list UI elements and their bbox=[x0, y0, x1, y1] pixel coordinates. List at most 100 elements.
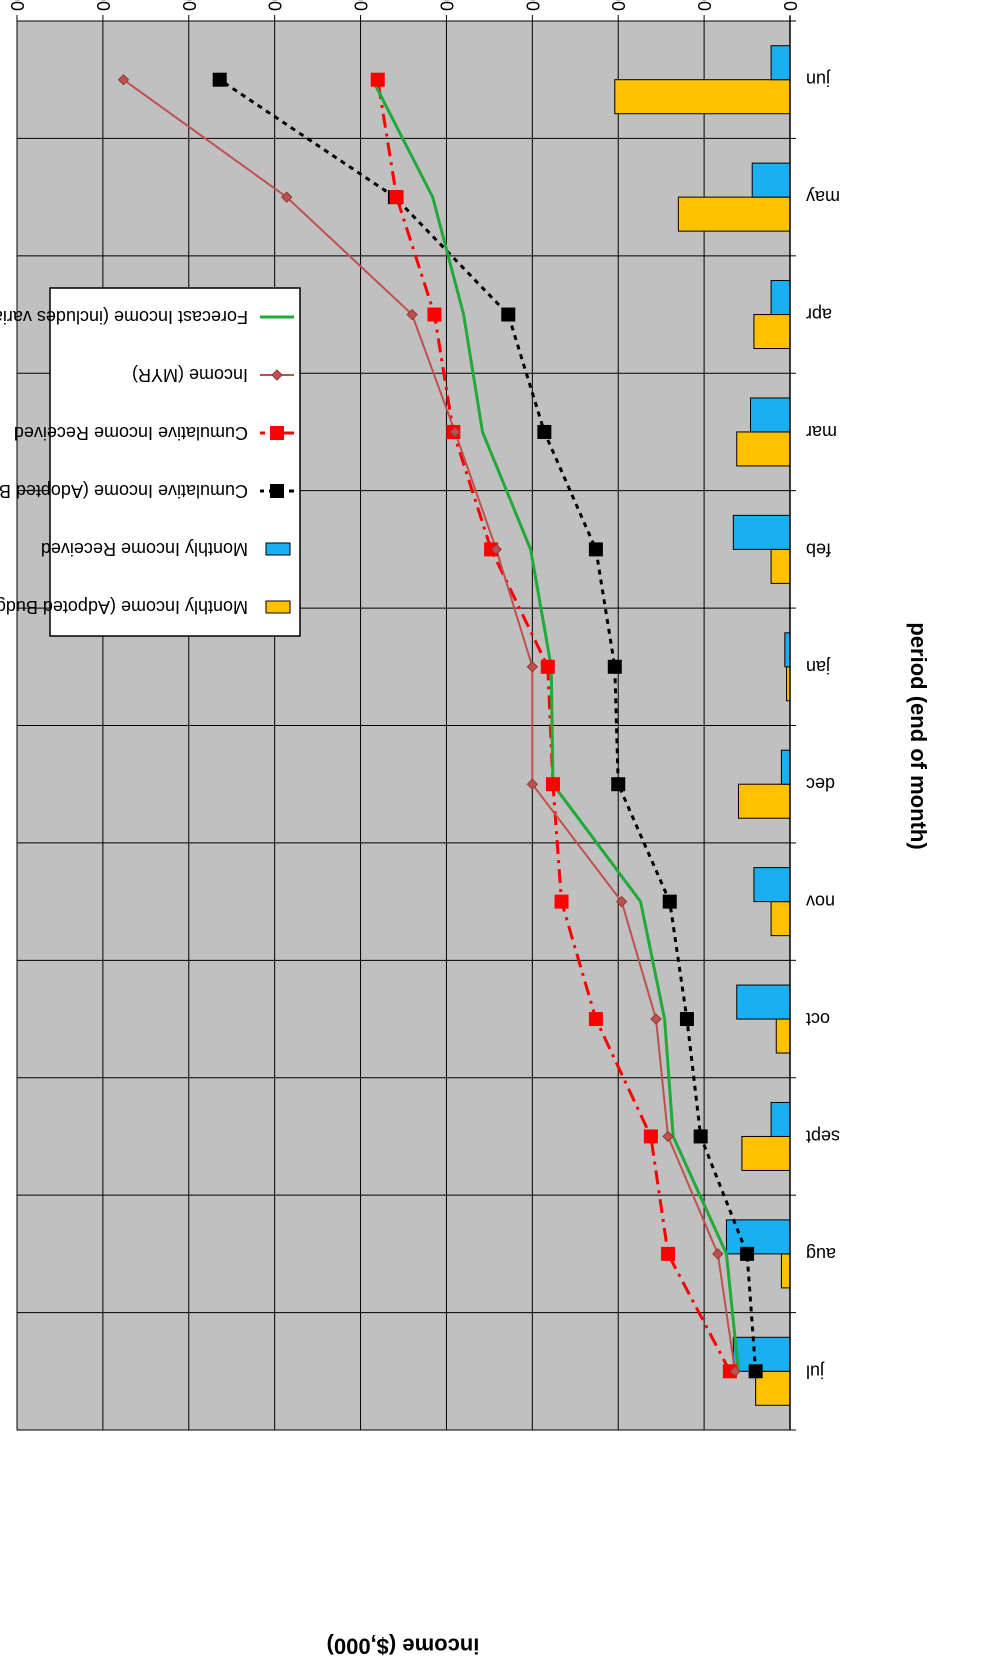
point-marker bbox=[693, 1129, 708, 1144]
series-line bbox=[371, 79, 740, 1372]
point-marker bbox=[554, 894, 569, 909]
bar bbox=[725, 1219, 791, 1255]
point-marker bbox=[406, 308, 418, 321]
bar bbox=[770, 45, 791, 81]
point-marker bbox=[280, 191, 293, 203]
x-tick-label: dec bbox=[806, 774, 835, 794]
bar bbox=[780, 1253, 791, 1289]
x-tick-label: feb bbox=[806, 539, 831, 559]
point-marker bbox=[389, 190, 404, 205]
point-marker bbox=[588, 542, 603, 557]
bar bbox=[770, 901, 791, 937]
x-tick-label: sept bbox=[806, 1126, 840, 1146]
bar bbox=[753, 314, 791, 350]
point-marker bbox=[427, 307, 442, 322]
bars bbox=[614, 45, 791, 1406]
legend-marker bbox=[271, 369, 283, 381]
series-line bbox=[376, 79, 732, 1372]
legend-label: Income (MYR) bbox=[132, 365, 248, 385]
bar bbox=[737, 783, 791, 819]
point-marker bbox=[370, 72, 385, 87]
x-tick-label: jun bbox=[806, 70, 831, 90]
bar bbox=[753, 867, 791, 903]
series-line bbox=[122, 78, 737, 1372]
bar bbox=[775, 1018, 791, 1054]
y-tick-label: 0 bbox=[780, 1, 800, 11]
x-tick-label: oct bbox=[806, 1009, 830, 1029]
point-marker bbox=[615, 895, 628, 908]
point-marker bbox=[662, 1130, 674, 1143]
bar bbox=[736, 984, 791, 1020]
point-marker bbox=[212, 72, 227, 87]
y-axis-title: income ($,000) bbox=[327, 1634, 480, 1659]
bar bbox=[784, 632, 791, 668]
y-tick-label: 3,000 bbox=[265, 0, 285, 11]
x-tick-labels: jul aug sept oct nov dec jan feb mar apr may jun bbox=[806, 70, 840, 1382]
y-tick-label: 500 bbox=[694, 0, 714, 11]
bar bbox=[751, 162, 791, 198]
legend-label: Cumulative Income Received bbox=[14, 423, 248, 443]
point-marker bbox=[611, 777, 626, 792]
x-tick-label: apr bbox=[806, 305, 832, 325]
legend-label: Cumulative Income (Adopted Budget) bbox=[0, 481, 248, 501]
point-marker bbox=[712, 1248, 724, 1260]
series-markers bbox=[117, 72, 763, 1379]
series-line bbox=[218, 78, 758, 1372]
legend-swatch bbox=[265, 600, 291, 614]
bar bbox=[741, 1135, 791, 1171]
legend-box bbox=[49, 287, 301, 637]
bar bbox=[770, 280, 791, 316]
point-marker bbox=[545, 777, 560, 792]
x-axis-title: period (end of month) bbox=[906, 622, 931, 849]
legend-label: Monthly Income Received bbox=[41, 539, 248, 559]
point-marker bbox=[501, 307, 516, 322]
y-tick-label: 4,000 bbox=[93, 0, 113, 11]
point-marker bbox=[526, 661, 539, 673]
series-lines bbox=[122, 78, 758, 1372]
point-marker bbox=[607, 659, 622, 674]
point-marker bbox=[679, 1012, 694, 1027]
x-tick-label: nov bbox=[806, 892, 835, 912]
y-tick-label: 1,500 bbox=[522, 0, 542, 11]
y-tick-label: 2,000 bbox=[436, 0, 456, 11]
legend-swatch bbox=[265, 542, 291, 556]
point-marker bbox=[526, 778, 539, 790]
y-tick-labels: 0 500 1,000 1,500 2,000 2,500 3,000 3,500 4,000 4… bbox=[7, 0, 800, 11]
legend-marker bbox=[270, 484, 284, 498]
x-tick-label: jan bbox=[806, 657, 831, 677]
point-marker bbox=[650, 1013, 662, 1025]
bar bbox=[770, 548, 791, 584]
y-tick-label: 3,500 bbox=[179, 0, 199, 11]
x-tick-label: may bbox=[806, 187, 840, 207]
y-tick-label: 1,000 bbox=[608, 0, 628, 11]
point-marker bbox=[729, 1365, 741, 1377]
legend-label: Monthly Income (Adpoted Budget) bbox=[0, 597, 248, 617]
x-tick-label: aug bbox=[806, 1244, 836, 1264]
axes bbox=[16, 15, 796, 1431]
point-marker bbox=[117, 74, 130, 86]
x-tick-label: jul bbox=[806, 1361, 825, 1381]
bar bbox=[780, 749, 791, 785]
point-marker bbox=[537, 424, 552, 439]
point-marker bbox=[748, 1364, 763, 1379]
point-marker bbox=[540, 659, 555, 674]
legend-marker bbox=[270, 426, 284, 440]
point-marker bbox=[662, 894, 677, 909]
legend: Monthly Income (Adpoted Budget) Monthly I… bbox=[0, 287, 301, 637]
y-tick-label: 2,500 bbox=[351, 0, 371, 11]
point-marker bbox=[661, 1246, 676, 1261]
bar bbox=[677, 196, 791, 232]
point-marker bbox=[740, 1246, 755, 1261]
point-marker bbox=[449, 426, 461, 438]
bar bbox=[749, 397, 791, 433]
legend-label: Forecast Income (includes variations) bbox=[0, 307, 248, 327]
bar bbox=[736, 431, 791, 467]
bar bbox=[732, 514, 791, 550]
point-marker bbox=[643, 1129, 658, 1144]
x-tick-label: mar bbox=[806, 422, 837, 442]
point-marker bbox=[588, 1012, 603, 1027]
bar bbox=[614, 79, 791, 115]
point-marker bbox=[490, 543, 502, 556]
y-tick-label: 4,500 bbox=[7, 0, 27, 11]
